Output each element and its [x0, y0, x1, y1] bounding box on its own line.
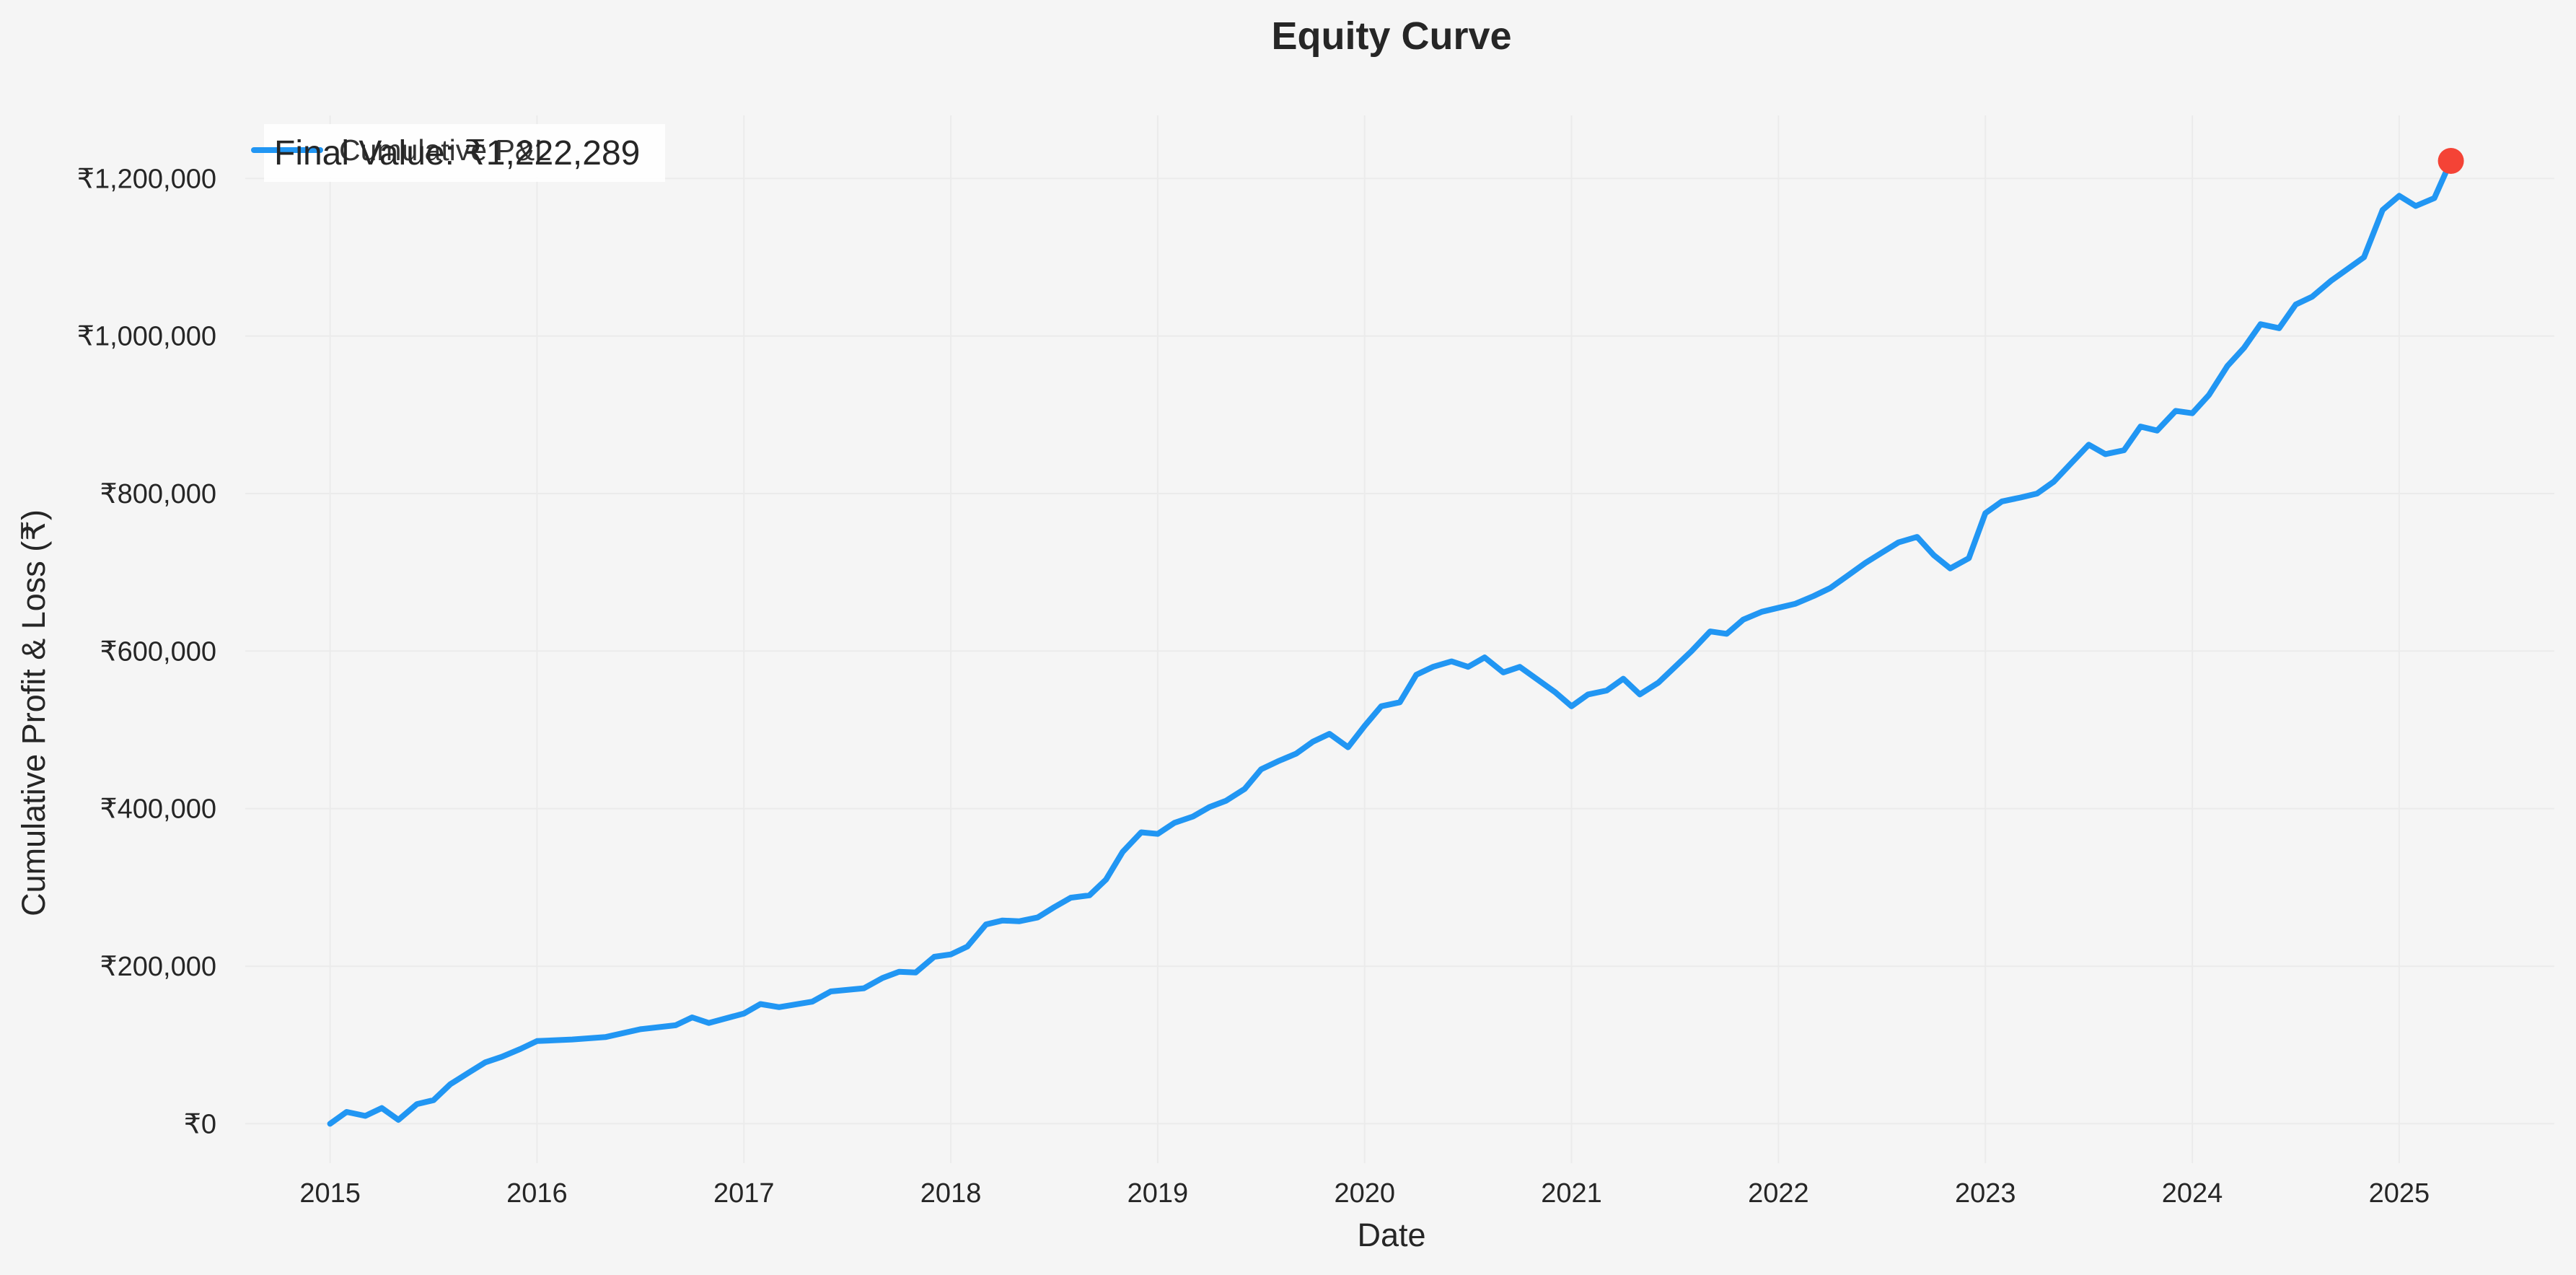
- y-tick-label: ₹800,000: [100, 479, 216, 509]
- x-axis-label: Date: [1357, 1217, 1425, 1253]
- x-tick-label: 2021: [1541, 1178, 1602, 1209]
- final-value-annotation: Final Value: ₹1,222,289: [274, 134, 640, 172]
- x-tick-label: 2024: [2162, 1178, 2223, 1209]
- y-tick-label: ₹1,200,000: [77, 164, 216, 194]
- y-tick-label: ₹0: [184, 1109, 216, 1139]
- y-tick-label: ₹400,000: [100, 794, 216, 825]
- x-tick-label: 2023: [1955, 1178, 2016, 1209]
- series-line-cumulative-pnl: [327, 158, 2454, 1127]
- y-tick-label: ₹1,000,000: [77, 322, 216, 352]
- x-axis-ticks: 2015 2016 2017 2018 2019 2020 2021 2022 2023 2024…: [299, 1178, 2430, 1209]
- chart-title: Equity Curve: [1271, 14, 1511, 58]
- x-tick-label: 2016: [506, 1178, 568, 1209]
- y-axis-label: Cumulative Profit & Loss (₹): [15, 509, 52, 916]
- y-tick-label: ₹200,000: [100, 952, 216, 982]
- x-tick-label: 2025: [2369, 1178, 2430, 1209]
- x-tick-label: 2015: [299, 1178, 361, 1209]
- x-tick-label: 2020: [1334, 1178, 1395, 1209]
- series-layer: [327, 148, 2464, 1127]
- grid-lines: [245, 115, 2554, 1163]
- x-tick-label: 2022: [1748, 1178, 1809, 1209]
- y-tick-label: ₹600,000: [100, 636, 216, 667]
- legend-label: Cumulative P&L: [339, 133, 551, 167]
- x-tick-label: 2018: [920, 1178, 982, 1209]
- legend-box: [264, 124, 665, 182]
- x-tick-label: 2019: [1127, 1178, 1189, 1209]
- legend: Cumulative P&L: [251, 124, 665, 182]
- final-value-marker: [2437, 148, 2464, 175]
- y-axis-ticks: ₹0 ₹200,000 ₹400,000 ₹600,000 ₹800,000 ₹1,000…: [77, 164, 216, 1139]
- x-tick-label: 2017: [713, 1178, 775, 1209]
